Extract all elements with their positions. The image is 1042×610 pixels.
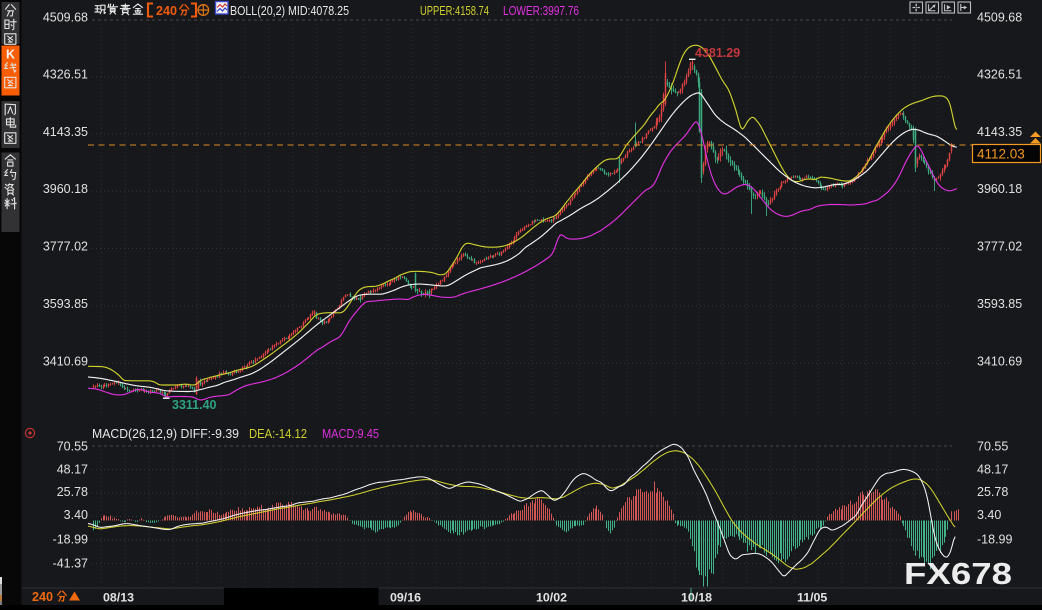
svg-text:09/16: 09/16 bbox=[390, 591, 421, 605]
svg-text:240: 240 bbox=[32, 590, 53, 604]
svg-text:3410.69: 3410.69 bbox=[43, 354, 88, 368]
svg-text:4143.35: 4143.35 bbox=[43, 125, 88, 139]
svg-text:25.78: 25.78 bbox=[977, 485, 1008, 499]
svg-text:DEA:-14.12: DEA:-14.12 bbox=[249, 426, 307, 441]
svg-text:3.40: 3.40 bbox=[977, 508, 1001, 522]
svg-text:4509.68: 4509.68 bbox=[43, 10, 88, 24]
svg-text:-41.37: -41.37 bbox=[53, 556, 88, 570]
svg-text:MACD:9.45: MACD:9.45 bbox=[322, 426, 379, 441]
svg-text:3311.40: 3311.40 bbox=[172, 398, 217, 412]
svg-text:UPPER:4158.74: UPPER:4158.74 bbox=[420, 3, 489, 18]
svg-text:-18.99: -18.99 bbox=[53, 532, 88, 546]
svg-text:-18.99: -18.99 bbox=[977, 532, 1012, 546]
svg-text:4143.35: 4143.35 bbox=[977, 125, 1022, 139]
svg-text:4326.51: 4326.51 bbox=[43, 67, 88, 81]
svg-text:BOLL(20,2) MID:4078.25: BOLL(20,2) MID:4078.25 bbox=[230, 3, 349, 18]
svg-text:10/02: 10/02 bbox=[536, 591, 567, 605]
svg-text:FX678: FX678 bbox=[904, 556, 1012, 591]
svg-text:08/13: 08/13 bbox=[103, 591, 134, 605]
svg-text:4381.29: 4381.29 bbox=[695, 46, 740, 60]
svg-text:48.17: 48.17 bbox=[57, 462, 88, 476]
svg-text:70.55: 70.55 bbox=[57, 439, 88, 453]
svg-text:25.78: 25.78 bbox=[57, 485, 88, 499]
svg-text:10/18: 10/18 bbox=[681, 591, 712, 605]
svg-text:3593.85: 3593.85 bbox=[977, 297, 1022, 311]
svg-text:70.55: 70.55 bbox=[977, 439, 1008, 453]
svg-text:4112.03: 4112.03 bbox=[977, 147, 1025, 162]
svg-text:MACD(26,12,9) DIFF:-9.39: MACD(26,12,9) DIFF:-9.39 bbox=[92, 426, 239, 441]
svg-text:3777.02: 3777.02 bbox=[43, 239, 88, 253]
svg-text:3960.18: 3960.18 bbox=[43, 182, 88, 196]
svg-text:K: K bbox=[6, 47, 15, 61]
svg-text:11/05: 11/05 bbox=[797, 591, 827, 605]
svg-text:LOWER:3997.76: LOWER:3997.76 bbox=[503, 3, 579, 18]
svg-text:3593.85: 3593.85 bbox=[43, 297, 88, 311]
svg-text:3960.18: 3960.18 bbox=[977, 182, 1022, 196]
svg-text:3.40: 3.40 bbox=[64, 508, 88, 522]
svg-text:48.17: 48.17 bbox=[977, 462, 1008, 476]
svg-text:4509.68: 4509.68 bbox=[977, 10, 1022, 24]
svg-text:4326.51: 4326.51 bbox=[977, 67, 1022, 81]
svg-text:3410.69: 3410.69 bbox=[977, 354, 1022, 368]
svg-text:3777.02: 3777.02 bbox=[977, 239, 1022, 253]
svg-text:240: 240 bbox=[156, 4, 177, 18]
